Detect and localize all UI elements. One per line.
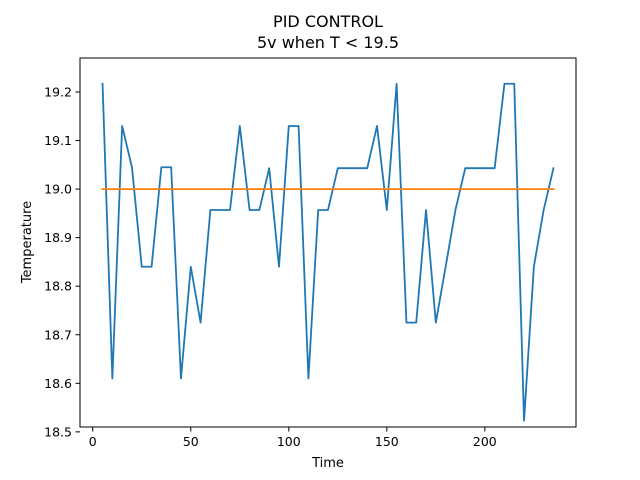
- x-tick-label: 0: [89, 434, 97, 449]
- y-tick-label: 19.1: [44, 133, 72, 148]
- x-tick-label: 100: [277, 434, 301, 449]
- y-tick-label: 18.8: [44, 279, 72, 294]
- plot-area: 0 50 100 150 200 18.5 18.6 18.7 18.8 18.9 19.0 19.1…: [44, 57, 577, 449]
- y-tick-label: 18.6: [44, 376, 72, 391]
- y-axis-label: Temperature: [20, 201, 35, 284]
- axes-frame: [79, 57, 577, 428]
- y-tick-label: 18.7: [44, 327, 72, 342]
- x-tick-label: 150: [375, 434, 399, 449]
- y-tick-label: 19.2: [44, 84, 72, 99]
- y-tick-label: 18.9: [44, 230, 72, 245]
- y-tick-label: 19.0: [44, 182, 72, 197]
- x-tick-label: 200: [473, 434, 497, 449]
- x-axis-label: Time: [311, 456, 344, 471]
- y-tick-label: 18.5: [44, 424, 72, 439]
- chart-subtitle: 5v when T < 19.5: [257, 33, 399, 52]
- chart-title: PID CONTROL: [273, 12, 383, 31]
- series-line-1: [101, 82, 555, 422]
- x-tick-label: 50: [183, 434, 199, 449]
